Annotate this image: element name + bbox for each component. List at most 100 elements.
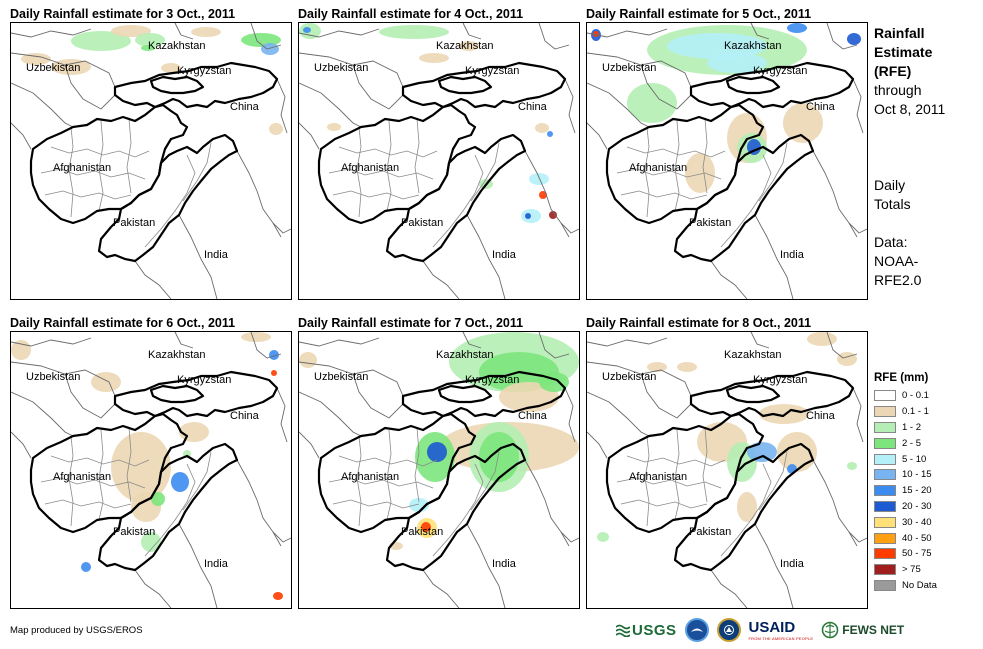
border-line (422, 260, 460, 299)
sidebar-title-line: Estimate (874, 44, 933, 60)
border-line (299, 82, 362, 128)
legend-row: 20 - 30 (874, 499, 979, 515)
province-line (40, 477, 146, 489)
kyrgyzstan-outline (437, 75, 493, 95)
rainfall-patch (81, 562, 91, 572)
country-label-kyrgyzstan: Kyrgyzstan (177, 65, 232, 77)
border-line (750, 332, 770, 349)
rainfall-map-panel: Daily Rainfall estimate for 5 Oct., 2011… (586, 6, 868, 300)
central-asia-outline (689, 61, 855, 109)
border-line (848, 531, 867, 543)
legend-swatch (874, 469, 896, 481)
country-label-kyrgyzstan: Kyrgyzstan (465, 374, 520, 386)
country-label-pakistan: Pakistan (401, 526, 444, 538)
province-line (720, 463, 772, 557)
rainfall-patch (787, 23, 807, 33)
border-line (272, 222, 291, 234)
province-line (182, 142, 212, 202)
doi-seal-icon (723, 625, 734, 635)
border-line (236, 459, 282, 547)
province-line (758, 451, 788, 511)
legend-label: 30 - 40 (902, 516, 932, 528)
border-line (352, 64, 404, 110)
rainfall-patch (747, 442, 777, 462)
logo-strip: USGS USAID FROM THE AMERICAN PEOPLE FEWS… (616, 618, 904, 642)
border-line (11, 28, 92, 38)
legend-label: 15 - 20 (902, 485, 932, 497)
rainfall-patch (141, 532, 161, 552)
province-line (432, 154, 484, 248)
rainfall-map: Kazakhstan Uzbekistan Kyrgyzstan China Afgha… (10, 331, 292, 609)
border-line (134, 260, 172, 299)
sidebar-title-line: (RFE) (874, 63, 912, 79)
border-line (812, 459, 858, 547)
rainfall-patch (677, 362, 697, 372)
border-line (250, 23, 282, 50)
rainfall-patch (547, 131, 553, 137)
sidebar-title-line: Rainfall (874, 25, 925, 41)
legend-row: 0.1 - 1 (874, 404, 979, 420)
pakistan-outline (385, 133, 527, 263)
central-asia-outline (401, 61, 567, 109)
legend-swatch (874, 532, 896, 544)
border-line (352, 373, 404, 419)
rainfall-map: Kazakhstan Uzbekistan Kyrgyzstan China Afgha… (298, 22, 580, 300)
legend-label: 0 - 0.1 (902, 390, 929, 402)
central-asia-outline (689, 370, 855, 418)
usaid-logo: USAID FROM THE AMERICAN PEOPLE (749, 619, 814, 641)
rainfall-layer (597, 332, 857, 542)
rainfall-patch (379, 25, 449, 39)
rainfall-patch (273, 592, 283, 600)
sidebar-title: Rainfall Estimate (RFE) through Oct 8, 2… (874, 24, 979, 119)
country-label-india: India (492, 249, 516, 261)
legend-row: 15 - 20 (874, 483, 979, 499)
rainfall-patch (847, 33, 861, 45)
map-sidebar: Rainfall Estimate (RFE) through Oct 8, 2… (874, 24, 979, 290)
country-label-afghanistan: Afghanistan (53, 162, 112, 174)
country-label-india: India (780, 249, 804, 261)
legend-label: 2 - 5 (902, 437, 922, 449)
border-line (11, 431, 32, 459)
rainfall-map-panel: Daily Rainfall estimate for 7 Oct., 2011… (298, 315, 580, 609)
doi-logo (716, 618, 741, 642)
country-label-china: China (806, 101, 835, 113)
border-line (564, 387, 576, 443)
noaa-logo (684, 618, 709, 642)
rfe-legend: RFE (mm) 0 - 0.1 0.1 - 1 1 - 2 2 - 5 5 - 10 1… (874, 372, 979, 593)
province-line (626, 146, 726, 158)
province-line (470, 142, 500, 202)
province-line (386, 120, 392, 212)
border-line (178, 214, 218, 299)
rainfall-patch (837, 352, 857, 366)
pakistan-outline (673, 133, 815, 263)
border-line (276, 78, 288, 134)
sidebar-totals: Daily Totals (874, 176, 979, 214)
province-line (626, 455, 726, 467)
legend-row: 10 - 15 (874, 467, 979, 483)
sidebar-totals-line: Totals (874, 196, 911, 212)
usgs-logo: USGS (616, 622, 677, 639)
country-label-china: China (806, 410, 835, 422)
rainfall-patch (161, 63, 181, 73)
border-line (587, 52, 692, 88)
province-line (644, 435, 650, 527)
panel-title: Daily Rainfall estimate for 8 Oct., 2011 (586, 316, 812, 330)
noaa-bird-icon (690, 628, 703, 632)
province-line (328, 168, 434, 180)
country-label-china: China (518, 410, 547, 422)
border-line (852, 78, 864, 134)
province-line (332, 190, 420, 200)
country-label-uzbekistan: Uzbekistan (314, 371, 369, 383)
country-label-kyrgyzstan: Kyrgyzstan (753, 65, 808, 77)
sidebar-data-line: Data: (874, 234, 908, 250)
province-line (98, 120, 104, 212)
border-line (812, 150, 858, 238)
pakistan-outline (97, 442, 239, 572)
legend-title: RFE (mm) (874, 372, 929, 384)
border-line (560, 222, 579, 234)
border-line (538, 23, 570, 50)
afghanistan-outline (317, 412, 477, 534)
province-line (328, 477, 434, 489)
rainfall-map-panel: Daily Rainfall estimate for 6 Oct., 2011… (10, 315, 292, 609)
province-line (620, 190, 708, 200)
